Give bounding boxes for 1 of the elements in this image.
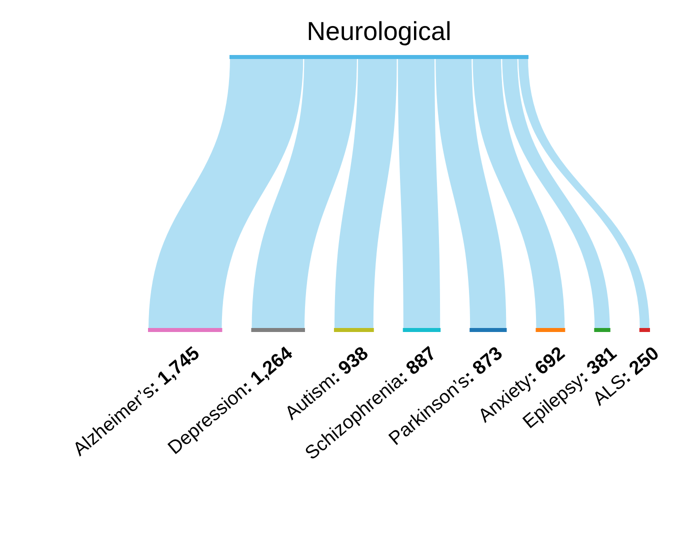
text: Neurological [306,16,452,46]
